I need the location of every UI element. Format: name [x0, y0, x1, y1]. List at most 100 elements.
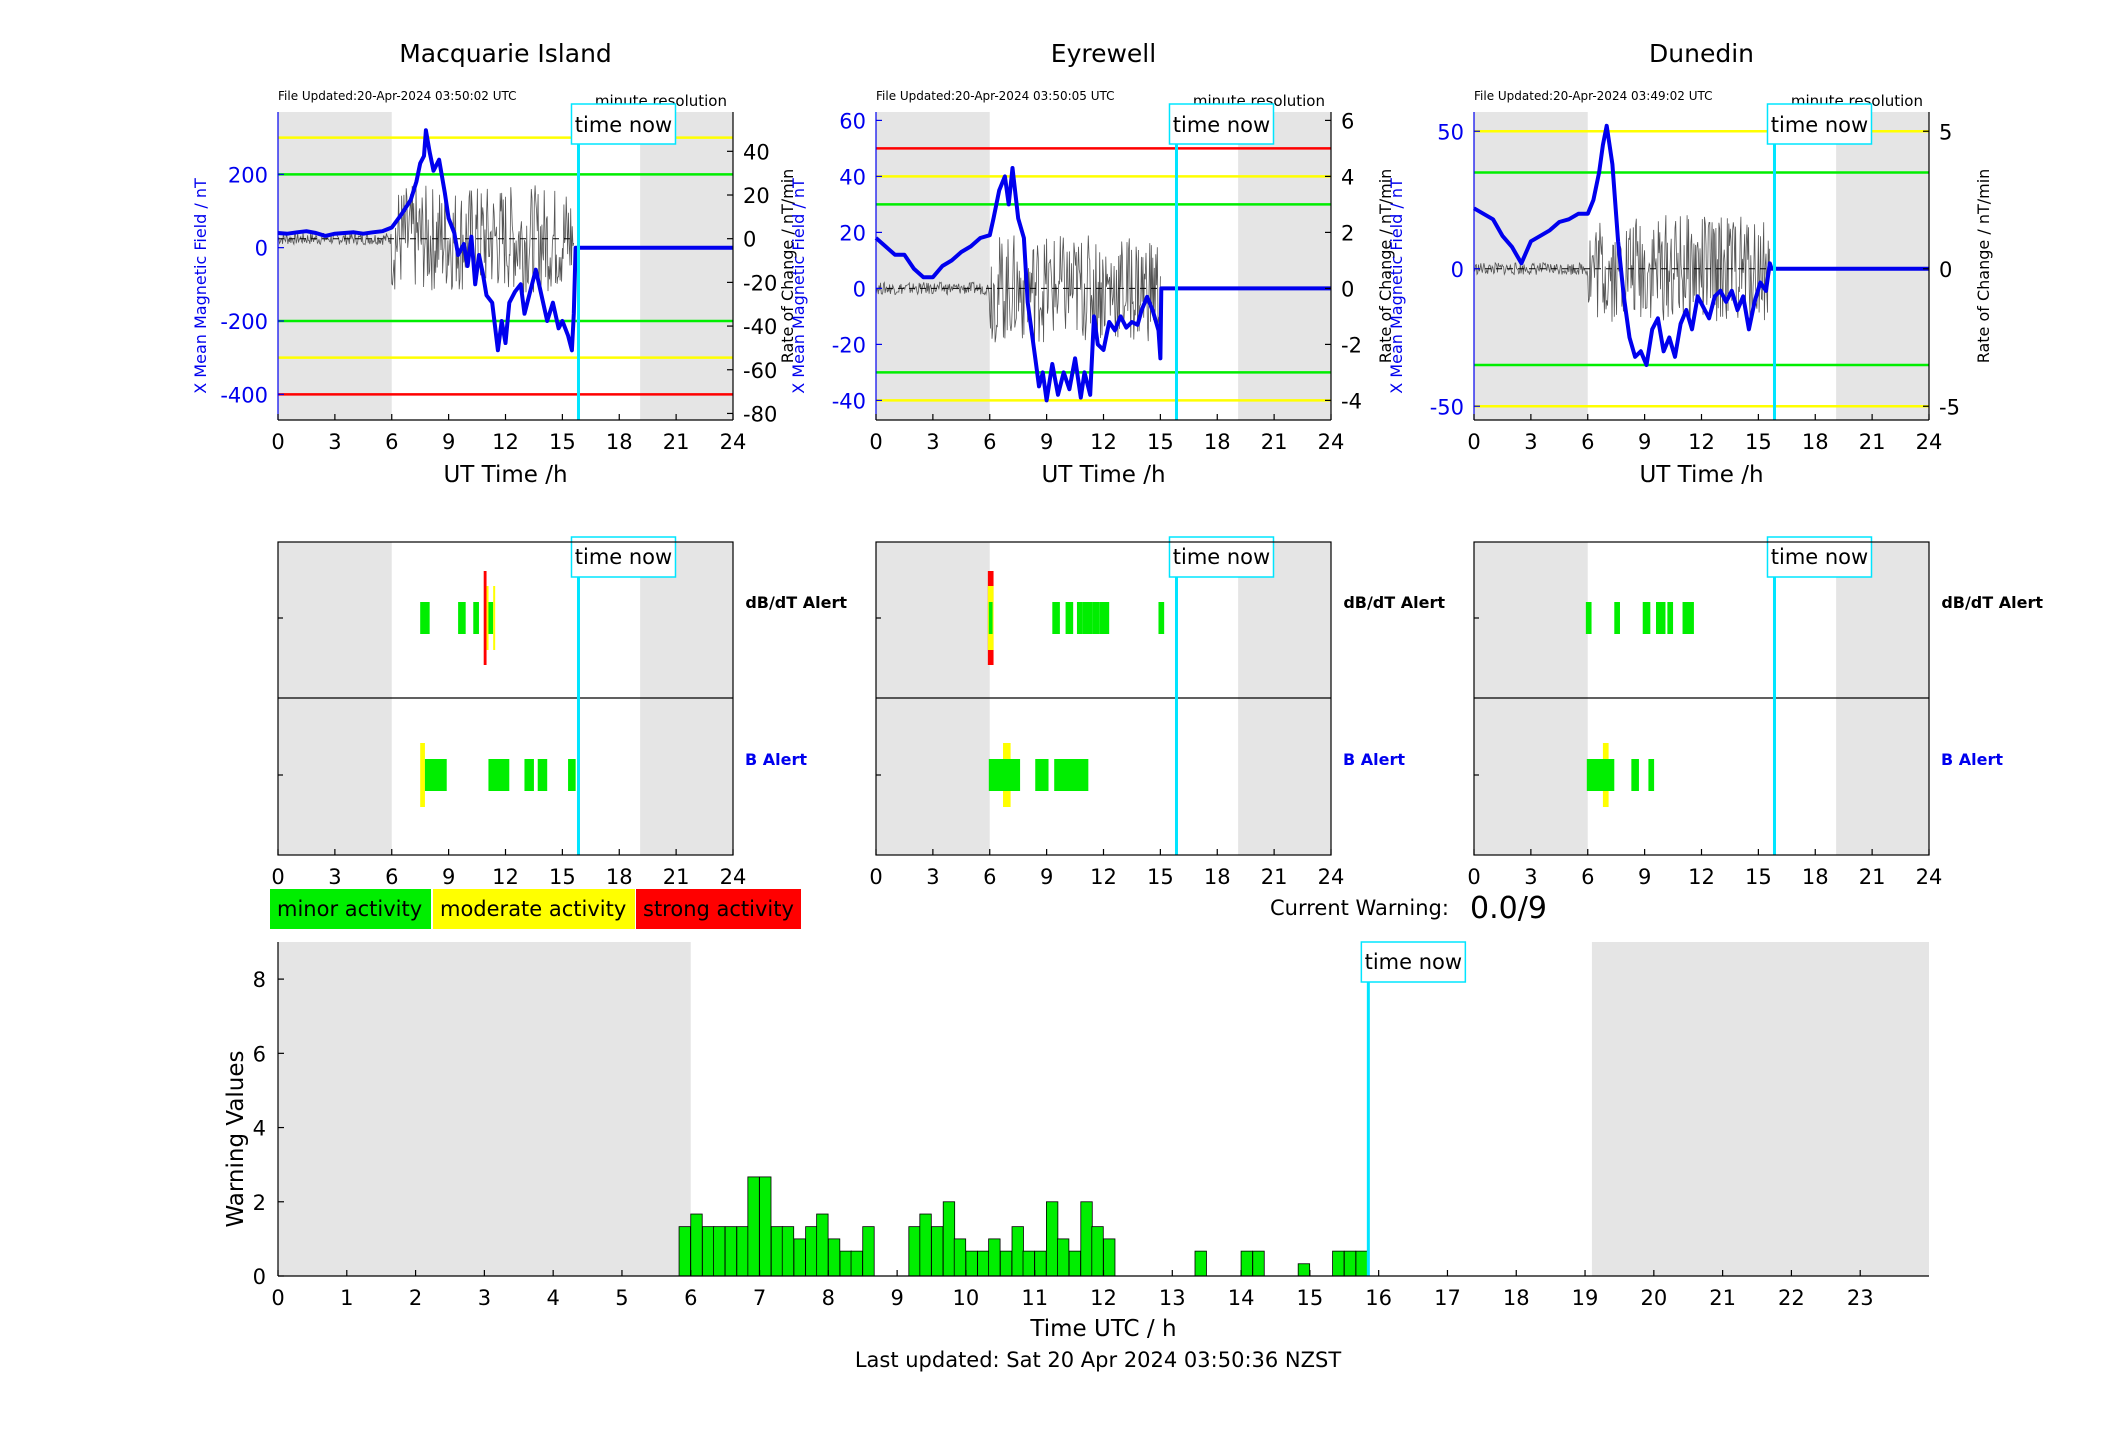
warning-bar [759, 1176, 772, 1277]
right-axis-label: Rate of Change / nT/min [778, 169, 797, 364]
alert-panel: time now 0 3 6 9 12 15 18 21 24 dB/dT Alert B Alert [1467, 536, 2043, 889]
warning-bar [678, 1226, 691, 1277]
dbdt-alert-bar-minor [473, 602, 479, 634]
time-now-label: time now [1771, 113, 1868, 137]
dbdt-alert-bar-minor [1614, 602, 1620, 634]
time-now-label: time now [575, 113, 672, 137]
x-tick-label: 2 [409, 1286, 422, 1310]
warning-bar [988, 1238, 1001, 1277]
warning-bar [1046, 1201, 1059, 1277]
x-tick-label: 21 [1859, 865, 1886, 889]
dbdt-alert-bar-minor [1076, 602, 1083, 634]
station-panel-2: Dunedin File Updated:20-Apr-2024 03:49:02… [1387, 39, 2043, 889]
warning-bar [1240, 1250, 1253, 1277]
x-tick-label: 11 [1021, 1286, 1048, 1310]
field-tick-label: 40 [839, 165, 866, 189]
x-tick-label: 24 [1318, 430, 1345, 454]
b-alert-label: B Alert [1343, 750, 1405, 769]
field-tick-label: -20 [832, 333, 866, 357]
station-panels: Macquarie Island File Updated:20-Apr-2024… [191, 39, 2043, 889]
left-axis-label: X Mean Magnetic Field / nT [789, 178, 808, 394]
time-now-box [1168, 536, 1275, 578]
dbdt-alert-bar-minor [1099, 602, 1110, 634]
last-updated-text: Last updated: Sat 20 Apr 2024 03:50:36 N… [855, 1348, 1342, 1372]
x-tick-label: 3 [1524, 865, 1537, 889]
x-tick-label: 18 [1204, 430, 1231, 454]
time-now-box [570, 536, 677, 578]
b-alert-bar-moderate [420, 743, 425, 807]
x-tick-label: 15 [1147, 430, 1174, 454]
warning-bar [1343, 1250, 1357, 1277]
warning-bar [827, 1238, 841, 1277]
rate-tick-label: -4 [1341, 389, 1362, 413]
field-tick-label: -400 [220, 383, 268, 407]
right-axis-label: Rate of Change / nT/min [1376, 169, 1395, 364]
x-tick-label: 5 [615, 1286, 628, 1310]
field-tick-label: 50 [1437, 120, 1464, 144]
x-tick-label: 21 [663, 865, 690, 889]
x-tick-label: 6 [684, 1286, 697, 1310]
x-tick-label: 9 [442, 430, 455, 454]
x-tick-label: 18 [1802, 430, 1829, 454]
rate-tick-label: 6 [1341, 109, 1354, 133]
warning-bar [839, 1250, 852, 1277]
time-now-box [1766, 536, 1873, 578]
b-alert-bar-minor [488, 759, 510, 791]
field-tick-label: 20 [839, 221, 866, 245]
rate-tick-label: 20 [743, 184, 770, 208]
warning-bar [862, 1226, 875, 1277]
rate-of-change-trace [875, 235, 1161, 343]
warning-bar [747, 1176, 760, 1277]
time-now-label: time now [1365, 950, 1462, 974]
warning-bar [1022, 1250, 1035, 1277]
x-tick-label: 9 [442, 865, 455, 889]
time-now-box [1168, 103, 1275, 145]
x-tick-label: 18 [606, 430, 633, 454]
x-tick-label: 7 [753, 1286, 766, 1310]
night-shade [1238, 112, 1331, 420]
y-tick-label: 0 [253, 1265, 266, 1289]
warning-bar [1194, 1250, 1207, 1277]
x-tick-label: 21 [1859, 430, 1886, 454]
time-now-label: time now [1173, 545, 1270, 569]
x-tick-label: 15 [549, 865, 576, 889]
warning-bar [908, 1226, 921, 1277]
x-tick-label: 12 [492, 865, 519, 889]
dbdt-alert-label: dB/dT Alert [1941, 593, 2043, 612]
field-tick-label: 0 [255, 237, 268, 261]
x-tick-label: 9 [1040, 430, 1053, 454]
rate-tick-label: -80 [743, 402, 777, 426]
y-tick-label: 8 [253, 968, 266, 992]
warning-bar [736, 1226, 749, 1277]
x-tick-label: 22 [1778, 1286, 1805, 1310]
x-tick-label: 0 [271, 865, 284, 889]
x-tick-label: 12 [1688, 430, 1715, 454]
left-axis-label: X Mean Magnetic Field / nT [1387, 178, 1406, 394]
x-tick-label: 21 [1261, 865, 1288, 889]
x-axis-label: UT Time /h [1041, 462, 1165, 488]
rate-tick-label: -60 [743, 359, 777, 383]
field-tick-label: 200 [228, 163, 268, 187]
x-tick-label: 3 [1524, 430, 1537, 454]
dbdt-alert-bar-minor [988, 602, 993, 634]
b-alert-bar-minor [988, 759, 1021, 791]
left-axis-label: X Mean Magnetic Field / nT [191, 178, 210, 394]
dbdt-alert-bar-minor [458, 602, 466, 634]
alert-panel: time now 0 3 6 9 12 15 18 21 24 dB/dT Alert B Alert [869, 536, 1445, 889]
x-tick-label: 24 [720, 865, 747, 889]
warning-bar [1068, 1250, 1081, 1277]
x-tick-label: 12 [1090, 1286, 1117, 1310]
x-tick-label: 3 [926, 430, 939, 454]
dbdt-alert-bar-minor [488, 602, 494, 634]
x-tick-label: 0 [1467, 865, 1480, 889]
x-tick-label: 12 [1090, 865, 1117, 889]
dbdt-alert-bar-minor [1642, 602, 1651, 634]
time-now-label: time now [1771, 545, 1868, 569]
x-tick-label: 8 [822, 1286, 835, 1310]
legend-swatch-0 [270, 889, 431, 929]
night-shade [1591, 942, 1929, 1276]
x-tick-label: 15 [1745, 430, 1772, 454]
dbdt-alert-bar-strong [483, 571, 487, 665]
